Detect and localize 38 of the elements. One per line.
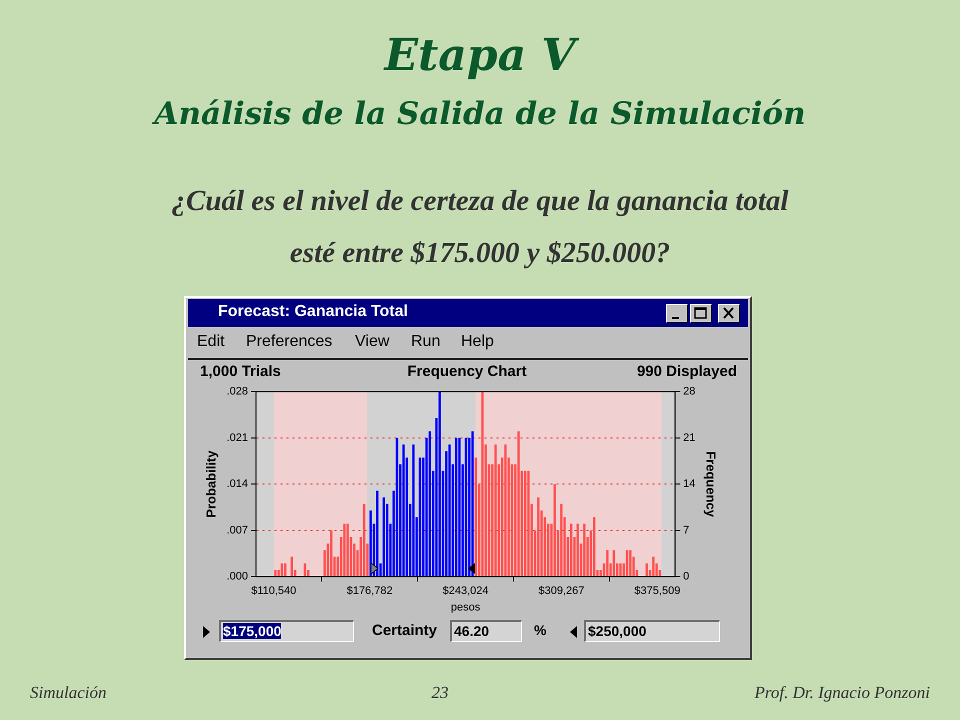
y2-tick-label: 28 [683,386,696,398]
text: Edit [197,333,225,351]
y2-axis-title: Frequency [704,451,719,518]
text: Preferences [246,333,332,351]
chart-subtitle: Análisis de la Salida de la Simulación [151,96,807,132]
y-tick-label: .007 [226,524,248,536]
x-axis-title: pesos [450,601,481,614]
text: 46.20 [450,620,522,642]
text: $175,000 [223,623,282,639]
text: 990 Displayed [636,363,737,380]
text: Forecast: Ganancia Total [218,303,408,321]
text: Frequency Chart [406,363,528,380]
y-axis-title: Probability [203,450,218,518]
x-tick-label: $309,267 [538,585,584,598]
text: Simulación [30,683,106,703]
chart-title: Etapa V [382,30,580,81]
text: Certainty [372,622,438,639]
text: ¿Cuál es el nivel de certeza de que la ganancia total esté entre $175.000 y $250.000? [170,184,790,271]
text: Prof. Dr. Ignacio Ponzoni [753,683,930,703]
text: Help [461,333,494,351]
y2-tick-label: 21 [683,432,696,444]
y2-tick-label: 0 [683,570,690,583]
y2-tick-label: 14 [683,478,696,490]
text: $250,000 [584,620,720,642]
text: Run [411,333,440,351]
text: 1,000 Trials [200,363,281,380]
x-tick-label: $176,782 [346,585,393,598]
y-tick-label: .000 [226,570,248,583]
text: 23 [430,683,450,703]
x-tick-label: $110,540 [251,585,296,598]
y-tick-label: .028 [226,386,248,398]
y-tick-label: .014 [226,478,248,490]
x-tick-label: $375,509 [634,585,680,598]
text: % [534,622,546,638]
y-tick-label: .021 [226,432,248,444]
x-tick-label: $243,024 [442,585,488,598]
y2-tick-label: 7 [683,524,690,536]
text: View [355,333,390,351]
